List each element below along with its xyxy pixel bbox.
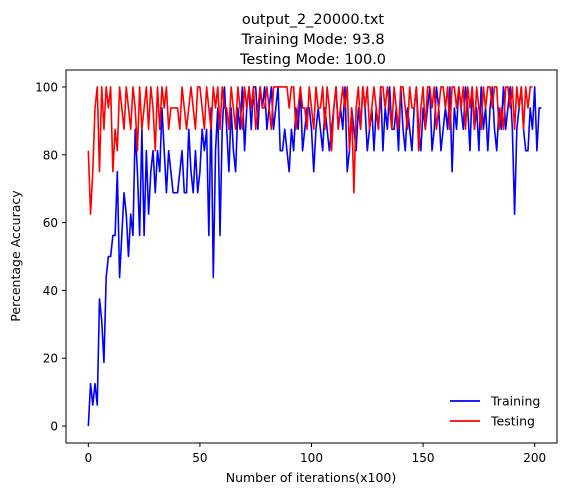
legend-label-testing: Testing — [490, 414, 535, 429]
y-tick-label: 80 — [43, 148, 58, 162]
y-tick-label: 40 — [43, 284, 58, 298]
y-axis-label: Percentage Accuracy — [8, 190, 23, 322]
series-line-testing — [88, 87, 532, 214]
y-tick-label: 20 — [43, 352, 58, 366]
x-tick-label: 150 — [412, 451, 435, 465]
legend-label-training: Training — [490, 394, 540, 409]
title-training-mode: Training Mode: 93.8 — [240, 32, 384, 48]
y-tick-label: 100 — [35, 80, 58, 94]
y-axis-ticks: 0 20 40 60 80 100 — [35, 80, 66, 433]
x-tick-label: 200 — [523, 451, 546, 465]
series-group — [88, 87, 541, 426]
title-testing-mode: Testing Mode: 100.0 — [239, 52, 386, 68]
x-axis-ticks: 0 50 100 150 200 — [84, 443, 546, 465]
x-tick-label: 0 — [84, 451, 92, 465]
x-axis-label: Number of iterations(x100) — [226, 470, 397, 485]
title-filename: output_2_20000.txt — [242, 12, 385, 28]
chart-title: output_2_20000.txt Training Mode: 93.8 T… — [239, 12, 386, 68]
y-tick-label: 0 — [50, 420, 58, 434]
y-tick-label: 60 — [43, 216, 58, 230]
plot-area: 0 50 100 150 200 0 20 40 60 80 100 — [35, 70, 557, 465]
x-tick-label: 50 — [192, 451, 207, 465]
x-tick-label: 100 — [300, 451, 323, 465]
legend: Training Testing — [450, 394, 540, 429]
